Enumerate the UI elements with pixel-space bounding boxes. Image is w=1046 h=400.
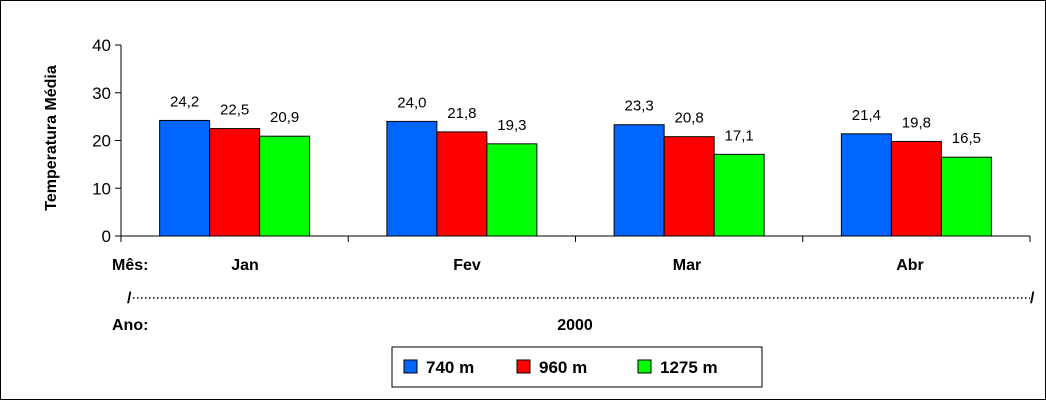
legend-label: 740 m xyxy=(426,358,474,377)
legend-box xyxy=(391,346,763,388)
y-tick-label: 30 xyxy=(92,84,111,103)
bar xyxy=(486,143,538,237)
legend-label: 960 m xyxy=(539,358,587,377)
y-axis-label: Temperatura Média xyxy=(43,65,60,211)
bar xyxy=(613,124,665,237)
year-row-label: Ano: xyxy=(112,317,148,334)
category-label: Abr xyxy=(896,257,924,274)
bar xyxy=(713,153,765,237)
y-tick-label: 20 xyxy=(92,132,111,151)
bar xyxy=(436,131,488,237)
bar-value-label: 16,5 xyxy=(952,130,981,147)
bar xyxy=(940,156,992,237)
y-tick-label: 10 xyxy=(92,179,111,198)
separator-end: / xyxy=(1030,290,1035,307)
year-label: 2000 xyxy=(557,317,593,334)
bar xyxy=(840,133,892,237)
bar-value-label: 21,4 xyxy=(852,107,881,124)
category-label: Fev xyxy=(453,257,481,274)
bar-value-label: 17,1 xyxy=(725,127,754,144)
category-label: Jan xyxy=(231,257,259,274)
month-row-label: Mês: xyxy=(112,257,148,274)
bar-value-label: 21,8 xyxy=(447,105,476,122)
legend-swatch xyxy=(516,359,531,374)
category-label: Mar xyxy=(673,257,701,274)
bar xyxy=(663,136,715,237)
bar xyxy=(259,135,311,237)
legend-label: 1275 m xyxy=(660,358,718,377)
bar-value-label: 24,2 xyxy=(170,93,199,110)
bar-value-label: 23,3 xyxy=(625,98,654,115)
bar-value-label: 22,5 xyxy=(220,102,249,119)
bar xyxy=(890,140,942,237)
bar xyxy=(159,119,211,237)
y-tick-label: 0 xyxy=(102,227,111,246)
bar-value-label: 19,8 xyxy=(902,114,931,131)
bar-value-label: 19,3 xyxy=(497,117,526,134)
bar xyxy=(209,128,261,237)
separator-start: / xyxy=(127,290,132,307)
bar-value-label: 20,8 xyxy=(675,110,704,127)
legend-swatch xyxy=(637,359,652,374)
y-tick-label: 40 xyxy=(92,36,111,55)
bar-value-label: 24,0 xyxy=(397,94,426,111)
bar-value-label: 20,9 xyxy=(270,109,299,126)
legend-swatch xyxy=(403,359,418,374)
bar xyxy=(386,120,438,237)
